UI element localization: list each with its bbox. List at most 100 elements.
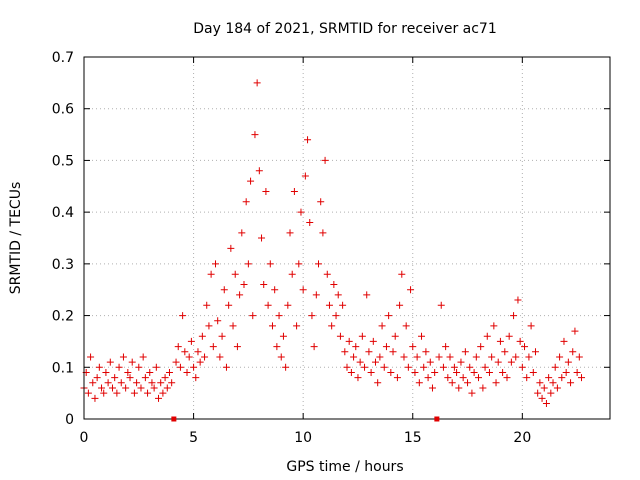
data-point <box>282 363 290 371</box>
data-point <box>212 260 219 268</box>
data-point <box>455 384 463 392</box>
data-point <box>238 229 246 237</box>
data-point <box>470 368 478 376</box>
data-point <box>435 353 443 361</box>
data-point <box>496 337 504 345</box>
data-point <box>115 363 123 371</box>
data-point <box>220 286 228 294</box>
data-point <box>104 379 112 387</box>
data-point <box>479 384 487 392</box>
data-point <box>472 353 480 361</box>
y-tick-label: 0.4 <box>52 205 74 221</box>
data-point <box>308 312 316 320</box>
data-point <box>536 379 544 387</box>
data-point <box>135 363 143 371</box>
data-point <box>152 363 160 371</box>
data-point <box>501 348 509 356</box>
data-point <box>216 353 224 361</box>
data-point <box>185 353 193 361</box>
data-point <box>155 394 163 402</box>
data-point <box>334 291 342 299</box>
data-point <box>389 348 397 356</box>
data-point <box>556 353 564 361</box>
data-point <box>448 379 456 387</box>
data-point <box>531 348 539 356</box>
data-point <box>575 353 583 361</box>
data-point <box>540 384 548 392</box>
data-point <box>227 244 235 252</box>
data-point <box>402 322 410 330</box>
data-point <box>284 301 292 309</box>
data-point <box>159 389 167 397</box>
data-point <box>323 270 331 278</box>
data-point <box>174 343 182 351</box>
data-point <box>258 234 266 242</box>
data-point <box>477 343 485 351</box>
data-point <box>457 358 465 366</box>
data-point <box>150 384 158 392</box>
data-point <box>148 379 156 387</box>
data-point <box>244 260 252 268</box>
data-point <box>367 368 375 376</box>
data-point <box>301 172 309 180</box>
data-point <box>464 379 472 387</box>
data-point <box>122 384 130 392</box>
baseline-marker <box>434 416 440 422</box>
data-point <box>181 348 189 356</box>
data-point <box>560 337 568 345</box>
data-point <box>124 368 132 376</box>
data-point <box>510 312 518 320</box>
data-point <box>271 286 279 294</box>
data-point <box>161 374 169 382</box>
data-point <box>378 322 386 330</box>
data-point <box>466 363 474 371</box>
baseline-marker <box>171 416 177 422</box>
data-point <box>108 384 116 392</box>
data-point <box>518 363 526 371</box>
x-tick-label: 10 <box>294 430 312 446</box>
data-point <box>547 389 555 397</box>
data-point <box>288 270 296 278</box>
data-point <box>106 358 114 366</box>
data-point <box>133 379 141 387</box>
data-point <box>172 358 180 366</box>
data-point <box>483 332 491 340</box>
grid <box>84 57 610 419</box>
data-point <box>179 312 187 320</box>
data-point <box>91 394 99 402</box>
data-point <box>141 374 149 382</box>
data-point <box>437 301 445 309</box>
data-point <box>363 291 371 299</box>
data-point <box>341 348 349 356</box>
data-point <box>398 270 406 278</box>
data-point <box>345 337 353 345</box>
data-point <box>87 353 95 361</box>
data-point <box>98 384 106 392</box>
data-point <box>286 229 294 237</box>
data-point <box>404 363 412 371</box>
data-point <box>450 363 458 371</box>
data-point <box>567 379 575 387</box>
y-tick-label: 0.5 <box>52 153 74 169</box>
data-point <box>194 348 202 356</box>
data-point <box>459 374 467 382</box>
data-point <box>293 322 301 330</box>
x-axis-label: GPS time / hours <box>286 459 403 475</box>
data-point <box>176 363 184 371</box>
data-point <box>304 136 312 144</box>
data-point <box>542 399 550 407</box>
data-point <box>505 332 513 340</box>
data-point <box>442 343 450 351</box>
data-point <box>290 187 298 195</box>
data-point <box>569 348 577 356</box>
data-point <box>431 368 439 376</box>
data-point <box>409 343 417 351</box>
data-point <box>233 343 241 351</box>
data-point <box>492 379 500 387</box>
data-point <box>411 368 419 376</box>
x-tick-label: 5 <box>189 430 198 446</box>
data-point <box>139 353 147 361</box>
y-tick-label: 0 <box>65 412 74 428</box>
data-point <box>222 363 230 371</box>
data-point <box>95 363 103 371</box>
